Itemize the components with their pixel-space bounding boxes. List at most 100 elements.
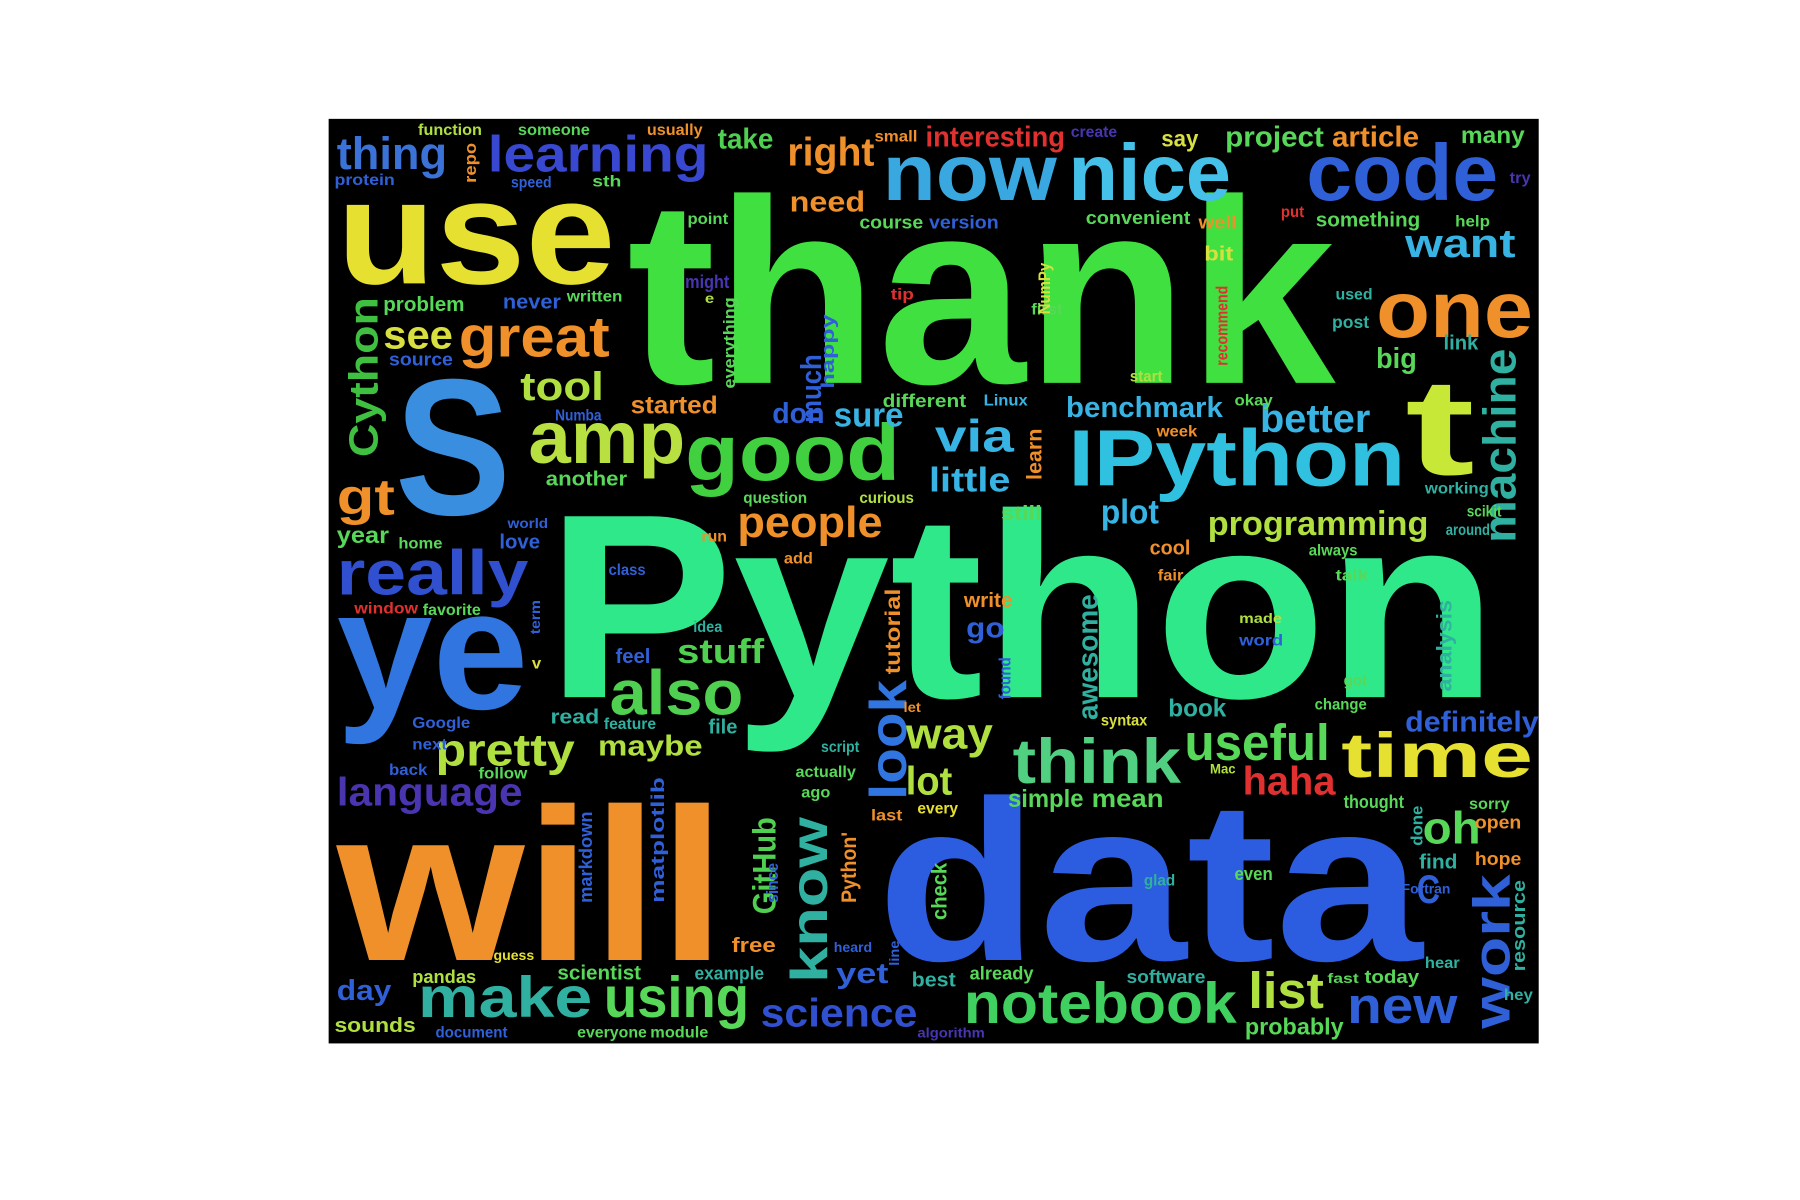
word: Python'	[838, 832, 861, 903]
word: term	[527, 600, 543, 634]
word: haha	[1243, 758, 1336, 804]
word: line	[886, 940, 902, 965]
word: definitely	[1405, 707, 1539, 739]
word: another	[546, 468, 627, 491]
word: source	[389, 349, 453, 370]
word: used	[1335, 286, 1372, 304]
word: S	[395, 339, 511, 556]
word: analysis	[1433, 600, 1456, 691]
word: e	[705, 290, 715, 306]
word: fast	[1327, 970, 1359, 986]
word: use	[337, 149, 616, 316]
word: IPython	[1068, 414, 1405, 503]
word: hear	[1425, 954, 1461, 972]
word: t	[1405, 351, 1475, 504]
word: different	[883, 390, 967, 411]
word: benchmark	[1066, 392, 1224, 424]
word: thank	[627, 146, 1337, 440]
word: help	[1455, 212, 1490, 230]
word: GitHub	[747, 817, 783, 914]
word: think	[1013, 727, 1182, 796]
word: favorite	[423, 601, 481, 619]
word: stuff	[677, 633, 765, 671]
word: thing	[337, 127, 447, 179]
word: v	[532, 655, 541, 673]
word: someone	[518, 121, 590, 139]
word: sounds	[334, 1014, 415, 1037]
word: new	[1347, 976, 1458, 1034]
word: gt	[337, 468, 395, 526]
word: best	[912, 968, 956, 991]
word: window	[353, 600, 418, 618]
word: pandas	[412, 966, 476, 987]
word: via	[935, 410, 1014, 462]
word: know	[779, 816, 837, 983]
word: word	[1238, 632, 1283, 650]
word: tip	[891, 286, 914, 304]
word: protein	[334, 171, 394, 189]
word: usually	[647, 121, 703, 139]
word: glad	[1144, 872, 1175, 890]
word: Google	[412, 714, 470, 732]
word: take	[718, 124, 774, 156]
word: free	[732, 934, 776, 957]
word: data	[877, 753, 1425, 1009]
word: scientist	[557, 962, 641, 985]
word: speed	[511, 174, 552, 192]
word: now	[883, 129, 1057, 218]
word: document	[435, 1024, 508, 1042]
word: file	[708, 716, 737, 739]
word: read	[550, 706, 599, 729]
word: little	[929, 462, 1010, 500]
word: using	[604, 967, 749, 1030]
word: next	[412, 736, 448, 754]
word: maybe	[598, 731, 703, 763]
word: interesting	[926, 121, 1065, 153]
word: script	[821, 738, 860, 756]
word: see	[383, 312, 453, 358]
word: well	[1197, 212, 1236, 233]
word: Linux	[984, 392, 1028, 410]
word: today	[1365, 966, 1420, 987]
word: lot	[906, 758, 952, 804]
word: Cython	[340, 297, 386, 457]
word: let	[903, 699, 921, 715]
word: write	[963, 589, 1013, 612]
word: Python	[546, 460, 1498, 755]
word: everyone	[577, 1024, 647, 1042]
word: might	[685, 271, 729, 292]
word: great	[459, 306, 610, 369]
word: good	[685, 409, 900, 498]
word: will	[336, 765, 726, 1007]
word: much	[796, 354, 828, 423]
word: happy	[817, 313, 838, 388]
word: already	[970, 963, 1035, 984]
word: matplotlib	[647, 777, 668, 903]
word: sure	[834, 397, 904, 435]
word: course	[859, 212, 923, 233]
word: curious	[859, 489, 914, 507]
word: science	[761, 990, 918, 1036]
word: way	[905, 710, 994, 759]
word: programming	[1208, 505, 1429, 543]
word: Numba	[555, 407, 602, 425]
word: really	[337, 539, 529, 608]
word: Fortran	[1402, 881, 1451, 897]
word: change	[1315, 696, 1367, 714]
word: useful	[1185, 713, 1330, 771]
word: feel	[615, 645, 650, 668]
word: everything	[721, 297, 739, 388]
word: fair	[1158, 567, 1184, 585]
word: always	[1309, 542, 1358, 560]
word: better	[1260, 395, 1371, 441]
word: list	[1248, 961, 1323, 1019]
word: repo	[462, 143, 480, 183]
word: language	[337, 769, 523, 815]
word: start	[1130, 368, 1163, 386]
word: code	[1306, 129, 1498, 218]
word: work	[1462, 874, 1520, 1030]
word: look	[858, 680, 916, 800]
word: first	[1031, 300, 1063, 318]
word: software	[1126, 966, 1205, 987]
